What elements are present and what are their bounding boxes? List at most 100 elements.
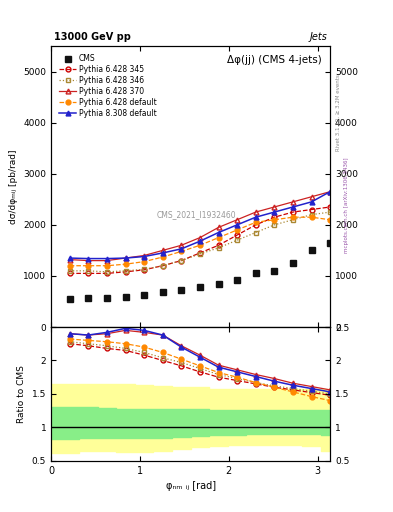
Pythia 8.308 default (309, 199, 314, 205)
Pythia 6.428 346 (198, 251, 202, 257)
CMS (216, 281, 221, 287)
Pythia 8.308 default (216, 229, 221, 236)
Pythia 6.428 345 (86, 270, 91, 276)
Pythia 6.428 default (142, 259, 147, 265)
Pythia 6.428 370 (67, 257, 72, 263)
Pythia 6.428 346 (179, 258, 184, 264)
Line: Pythia 6.428 370: Pythia 6.428 370 (67, 189, 332, 263)
Pythia 6.428 346 (235, 237, 239, 243)
Pythia 6.428 345 (123, 269, 128, 275)
Pythia 6.428 345 (160, 263, 165, 269)
CMS (198, 284, 202, 290)
Pythia 6.428 345 (67, 270, 72, 276)
Pythia 6.428 346 (160, 263, 165, 269)
Line: CMS: CMS (66, 240, 333, 302)
Pythia 8.308 default (123, 255, 128, 261)
Legend: CMS, Pythia 6.428 345, Pythia 6.428 346, Pythia 6.428 370, Pythia 6.428 default,: CMS, Pythia 6.428 345, Pythia 6.428 346,… (58, 53, 158, 119)
Text: Δφ(jj) (CMS 4-jets): Δφ(jj) (CMS 4-jets) (227, 54, 322, 65)
CMS (328, 240, 332, 246)
Pythia 6.428 345 (142, 267, 147, 273)
Pythia 6.428 370 (105, 258, 109, 264)
Pythia 6.428 345 (272, 214, 277, 220)
Pythia 6.428 370 (290, 199, 295, 205)
Text: Jets: Jets (309, 32, 327, 42)
Text: Rivet 3.1.10, ≥ 3.2M events: Rivet 3.1.10, ≥ 3.2M events (336, 74, 341, 151)
Y-axis label: Ratio to CMS: Ratio to CMS (17, 365, 26, 423)
Pythia 6.428 346 (123, 268, 128, 274)
Pythia 6.428 346 (328, 209, 332, 215)
CMS (290, 260, 295, 266)
Pythia 6.428 default (253, 219, 258, 225)
Pythia 6.428 370 (179, 242, 184, 248)
Pythia 6.428 346 (309, 211, 314, 218)
CMS (67, 296, 72, 302)
CMS (179, 287, 184, 293)
Pythia 6.428 346 (142, 266, 147, 272)
Pythia 6.428 370 (198, 234, 202, 241)
Pythia 6.428 default (290, 214, 295, 220)
Pythia 6.428 default (235, 227, 239, 233)
Pythia 6.428 345 (179, 258, 184, 264)
Pythia 6.428 370 (253, 209, 258, 215)
Pythia 8.308 default (253, 214, 258, 220)
Pythia 6.428 default (123, 261, 128, 267)
Pythia 8.308 default (142, 253, 147, 260)
Pythia 6.428 default (179, 248, 184, 254)
Pythia 8.308 default (198, 238, 202, 244)
Pythia 6.428 370 (86, 258, 91, 264)
Line: Pythia 6.428 default: Pythia 6.428 default (67, 215, 332, 268)
Pythia 6.428 345 (105, 270, 109, 276)
Pythia 6.428 370 (235, 217, 239, 223)
Y-axis label: dσ/dφₘᵢⱼ [pb/rad]: dσ/dφₘᵢⱼ [pb/rad] (9, 150, 18, 224)
Pythia 6.428 370 (328, 188, 332, 195)
Pythia 8.308 default (272, 209, 277, 215)
X-axis label: φₙₘ ᵢⱼ [rad]: φₙₘ ᵢⱼ [rad] (165, 481, 216, 491)
Pythia 8.308 default (290, 204, 295, 210)
Pythia 6.428 345 (253, 222, 258, 228)
Pythia 8.308 default (179, 246, 184, 252)
Pythia 6.428 345 (198, 250, 202, 256)
Pythia 6.428 default (86, 263, 91, 269)
Pythia 6.428 346 (216, 245, 221, 251)
CMS (123, 294, 128, 301)
Pythia 6.428 345 (235, 232, 239, 238)
Pythia 6.428 370 (309, 194, 314, 200)
Pythia 8.308 default (105, 255, 109, 262)
Pythia 6.428 346 (253, 229, 258, 236)
Pythia 6.428 346 (272, 222, 277, 228)
CMS (160, 289, 165, 295)
Pythia 6.428 default (160, 254, 165, 260)
Pythia 6.428 370 (142, 252, 147, 259)
CMS (235, 277, 239, 283)
Pythia 6.428 370 (123, 255, 128, 261)
Pythia 6.428 346 (290, 217, 295, 223)
CMS (272, 268, 277, 274)
Pythia 6.428 370 (160, 247, 165, 253)
Pythia 8.308 default (160, 250, 165, 256)
Pythia 6.428 default (67, 263, 72, 269)
Pythia 6.428 346 (105, 269, 109, 275)
Pythia 6.428 370 (216, 224, 221, 230)
Pythia 6.428 370 (272, 204, 277, 210)
CMS (86, 295, 91, 301)
Pythia 8.308 default (67, 255, 72, 261)
Pythia 6.428 345 (309, 206, 314, 212)
Text: CMS_2021_I1932460: CMS_2021_I1932460 (156, 210, 236, 219)
Text: mcplots.cern.ch [arXiv:1306.3436]: mcplots.cern.ch [arXiv:1306.3436] (344, 157, 349, 252)
Pythia 6.428 default (216, 234, 221, 241)
Pythia 8.308 default (86, 255, 91, 262)
Pythia 8.308 default (235, 222, 239, 228)
Pythia 6.428 default (328, 217, 332, 223)
Line: Pythia 6.428 345: Pythia 6.428 345 (67, 205, 332, 276)
Pythia 6.428 default (309, 214, 314, 220)
Line: Pythia 8.308 default: Pythia 8.308 default (67, 189, 332, 261)
CMS (142, 292, 147, 298)
Pythia 6.428 346 (86, 268, 91, 274)
Pythia 6.428 345 (328, 204, 332, 210)
Line: Pythia 6.428 346: Pythia 6.428 346 (67, 209, 332, 274)
Pythia 6.428 345 (216, 242, 221, 248)
Pythia 6.428 345 (290, 209, 295, 215)
Pythia 8.308 default (328, 188, 332, 195)
Pythia 6.428 default (105, 263, 109, 269)
Pythia 6.428 default (272, 217, 277, 223)
